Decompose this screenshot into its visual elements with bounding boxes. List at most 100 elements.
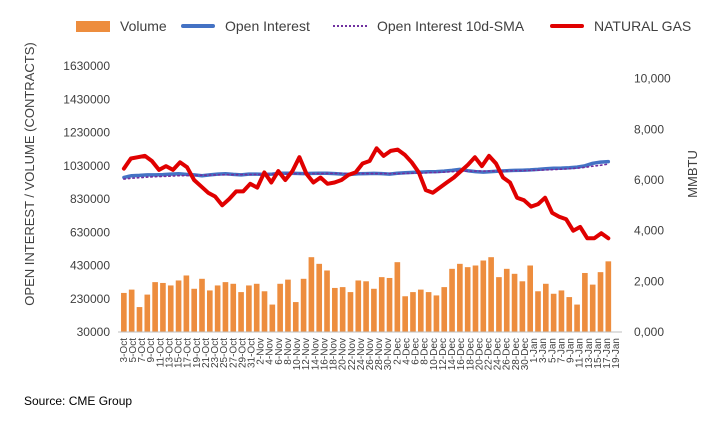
x-tick-label: 27-Oct xyxy=(228,338,239,368)
volume-bar xyxy=(128,289,135,332)
x-tick-label: 5-Oct xyxy=(128,338,139,363)
legend-item-volume: Volume xyxy=(76,18,167,34)
volume-bar xyxy=(230,283,237,332)
legend-item-oi-sma: Open Interest 10d-SMA xyxy=(333,18,524,34)
y-tick-left: 1430000 xyxy=(63,92,110,106)
volume-bar xyxy=(558,290,565,332)
volume-bar xyxy=(417,289,424,332)
x-tick-label: 7-Jan xyxy=(556,338,567,363)
volume-bar xyxy=(410,292,416,332)
volume-bar xyxy=(207,290,213,332)
volume-bar xyxy=(292,302,299,332)
y-tick-left: 1030000 xyxy=(63,159,110,173)
volume-bar xyxy=(363,281,369,332)
volume-bar xyxy=(339,287,346,332)
x-tick-label: 18-Dec xyxy=(465,338,476,370)
volume-bar xyxy=(527,265,533,332)
volume-bar xyxy=(160,282,166,332)
x-tick-label: 20-Nov xyxy=(338,338,349,370)
x-tick-label: 22-Nov xyxy=(347,338,358,370)
x-axis-ticks: 3-Oct5-Oct7-Oct9-Oct11-Oct13-Oct15-Oct17… xyxy=(119,338,622,370)
legend: Volume Open Interest Open Interest 10d-S… xyxy=(0,18,717,40)
legend-label-volume: Volume xyxy=(120,18,167,34)
x-tick-label: 12-Dec xyxy=(438,338,449,370)
volume-bar xyxy=(261,291,268,332)
volume-bar xyxy=(472,265,479,332)
volume-bar xyxy=(347,292,354,332)
y-tick-right: 4,000 xyxy=(634,224,664,238)
x-tick-label: 9-Oct xyxy=(146,338,157,363)
x-tick-label: 18-Nov xyxy=(329,338,340,370)
x-tick-label: 3-Oct xyxy=(119,338,130,363)
volume-bar xyxy=(152,282,158,332)
volume-bar xyxy=(277,283,283,332)
volume-bar xyxy=(191,288,197,332)
x-tick-label: 12-Nov xyxy=(301,338,312,370)
x-tick-label: 7-Oct xyxy=(137,338,148,363)
y-axis-ticks-right: 10,000 8,000 6,000 4,000 2,000 0,000 xyxy=(634,72,671,339)
x-tick-label: 17-Jan xyxy=(602,338,613,369)
x-tick-label: 31-Oct xyxy=(246,338,257,368)
volume-bar xyxy=(253,283,260,332)
x-tick-label: 14-Dec xyxy=(447,338,458,370)
volume-bar xyxy=(167,285,174,332)
x-tick-label: 20-Dec xyxy=(474,338,485,370)
legend-swatch-oi-sma xyxy=(333,25,367,27)
y-tick-left: 1230000 xyxy=(63,126,110,140)
volume-bar xyxy=(183,275,190,332)
x-tick-label: 19-Oct xyxy=(192,338,203,368)
x-tick-label: 10-Dec xyxy=(429,338,440,370)
volume-bar xyxy=(480,260,487,332)
volume-bar xyxy=(503,268,510,332)
x-tick-label: 13-Oct xyxy=(164,338,175,368)
x-tick-label: 16-Dec xyxy=(456,338,467,370)
y-tick-left: 1630000 xyxy=(63,59,110,73)
x-tick-label: 8-Nov xyxy=(283,338,294,365)
x-tick-label: 2-Dec xyxy=(392,338,403,365)
x-tick-label: 9-Jan xyxy=(566,338,577,363)
x-tick-label: 24-Nov xyxy=(356,338,367,370)
y-tick-left: 630000 xyxy=(70,225,110,239)
volume-bar xyxy=(589,284,596,332)
x-tick-label: 11-Jan xyxy=(575,338,586,368)
volume-bar xyxy=(394,262,401,332)
volume-bar xyxy=(386,277,393,332)
x-tick-label: 16-Nov xyxy=(319,338,330,370)
x-tick-label: 8-Dec xyxy=(420,338,431,365)
volume-bar xyxy=(222,282,229,332)
legend-swatch-open-interest xyxy=(181,24,215,28)
x-tick-label: 10-Nov xyxy=(292,338,303,370)
x-tick-label: 5-Jan xyxy=(547,338,558,363)
legend-item-natural-gas: NATURAL GAS xyxy=(550,18,691,34)
y-tick-right: 0,000 xyxy=(634,325,664,339)
x-tick-label: 30-Nov xyxy=(383,338,394,370)
volume-bar xyxy=(308,257,315,332)
volume-bar xyxy=(574,304,580,332)
y-tick-right: 8,000 xyxy=(634,122,664,136)
x-tick-label: 26-Nov xyxy=(365,338,376,370)
volume-bar xyxy=(449,268,455,332)
volume-bar xyxy=(550,293,557,332)
volume-bar xyxy=(519,281,526,332)
volume-bars xyxy=(121,257,612,332)
volume-bar xyxy=(269,304,276,332)
x-tick-label: 15-Jan xyxy=(593,338,604,369)
x-tick-label: 15-Oct xyxy=(174,338,185,368)
volume-bar xyxy=(605,261,612,332)
x-tick-label: 22-Dec xyxy=(484,338,495,370)
legend-swatch-volume xyxy=(76,20,110,32)
x-tick-label: 3-Jan xyxy=(538,338,549,363)
x-tick-label: 29-Oct xyxy=(237,338,248,368)
x-tick-label: 25-Oct xyxy=(219,338,230,368)
legend-label-natural-gas: NATURAL GAS xyxy=(594,18,692,34)
volume-bar xyxy=(324,270,330,332)
x-tick-label: 6-Nov xyxy=(274,338,285,365)
volume-bar xyxy=(121,292,127,332)
series-lines xyxy=(121,146,611,241)
y-tick-right: 6,000 xyxy=(634,173,664,187)
volume-bar xyxy=(433,295,440,332)
y-tick-left: 230000 xyxy=(70,292,110,306)
x-tick-label: 21-Oct xyxy=(201,338,212,368)
volume-bar xyxy=(425,292,432,332)
